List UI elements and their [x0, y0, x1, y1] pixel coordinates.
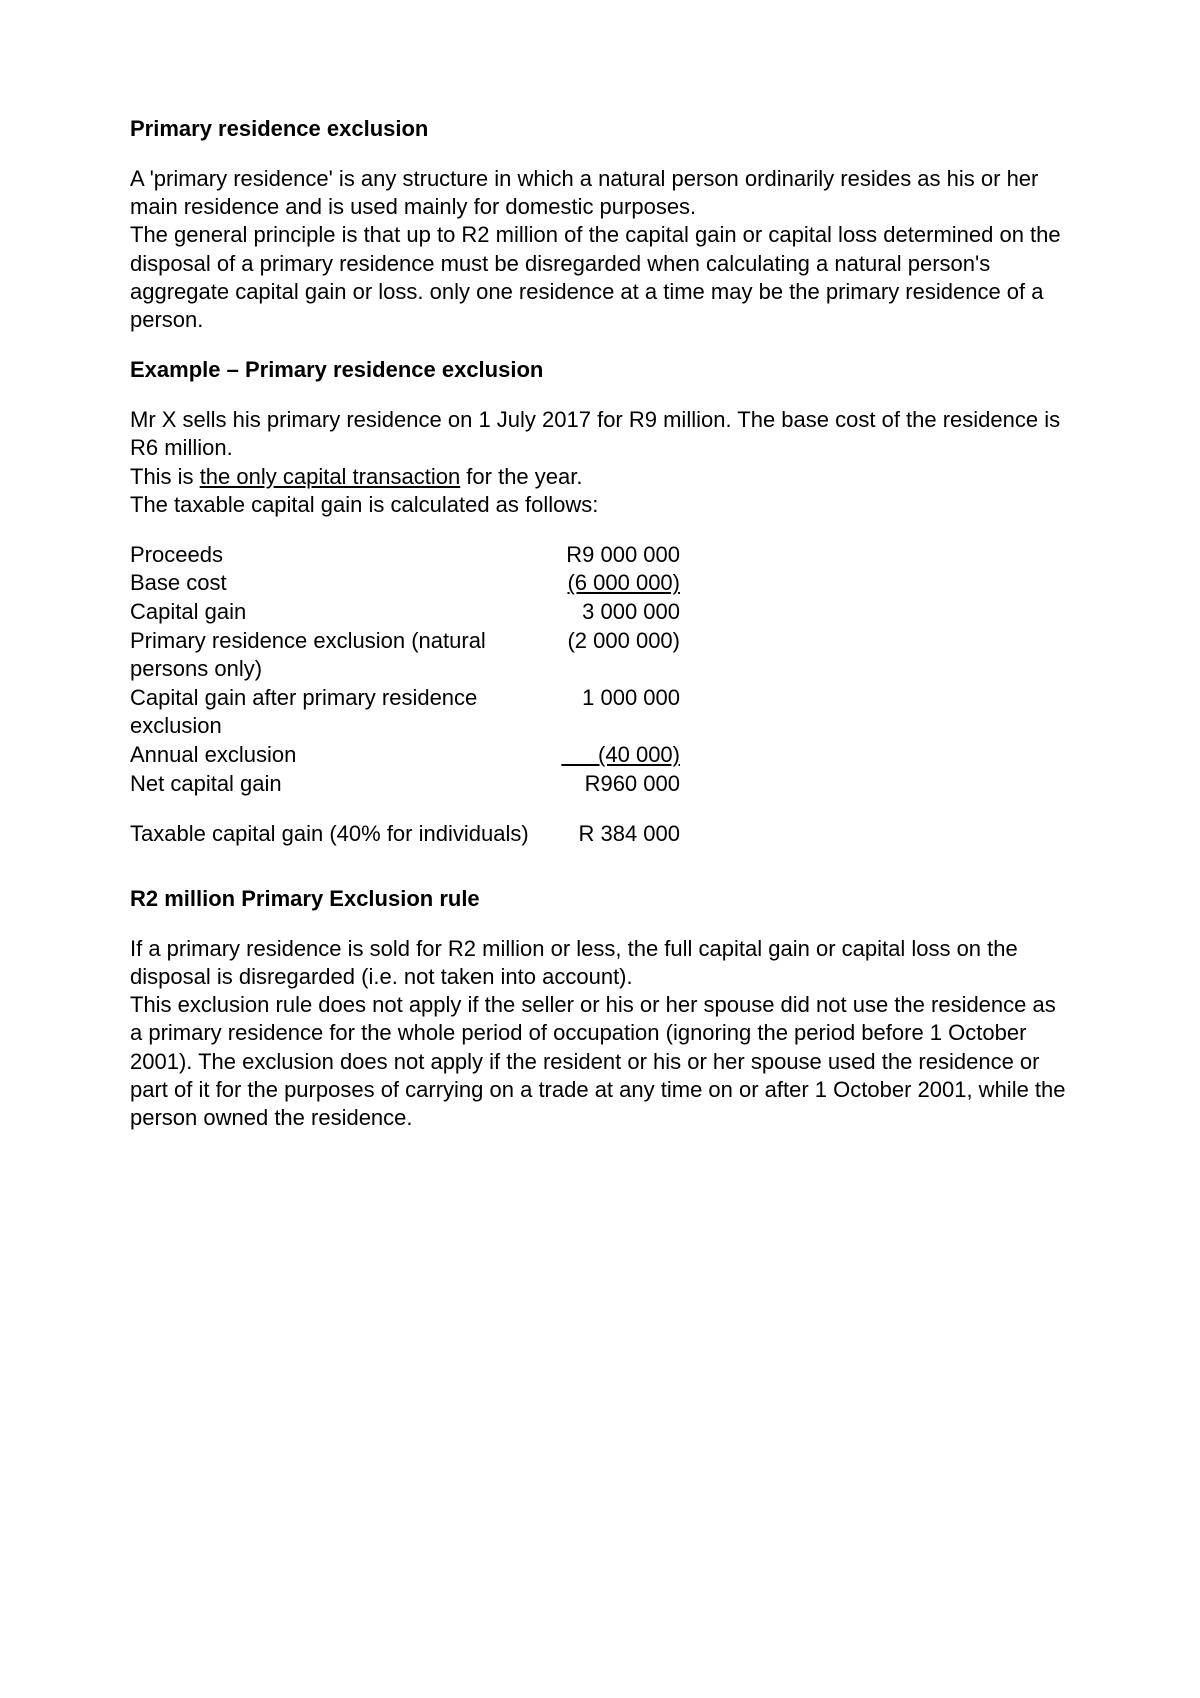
- section2-heading: Example – Primary residence exclusion: [130, 356, 1070, 384]
- calc-value: (6 000 000): [560, 569, 680, 598]
- section3-paragraph: If a primary residence is sold for R2 mi…: [130, 935, 1070, 1132]
- example-line2-pre: This is: [130, 464, 200, 489]
- table-row: Capital gain after primary residence exc…: [130, 684, 1070, 741]
- section1-paragraph: A 'primary residence' is any structure i…: [130, 165, 1070, 334]
- calc-label: Capital gain: [130, 598, 560, 627]
- calc-label: Capital gain after primary residence exc…: [130, 684, 560, 741]
- table-row: Net capital gain R960 000: [130, 770, 1070, 799]
- table-row: Annual exclusion (40 000): [130, 741, 1070, 770]
- calc-label: Net capital gain: [130, 770, 560, 799]
- table-row: Base cost (6 000 000): [130, 569, 1070, 598]
- example-line3: The taxable capital gain is calculated a…: [130, 492, 598, 517]
- table-row: Proceeds R9 000 000: [130, 541, 1070, 570]
- table-row: Capital gain 3 000 000: [130, 598, 1070, 627]
- calc-value: 3 000 000: [560, 598, 680, 627]
- example-line2-post: for the year.: [460, 464, 582, 489]
- calc-label: Base cost: [130, 569, 560, 598]
- calc-value: R9 000 000: [560, 541, 680, 570]
- example-line2-underlined: the only capital transaction: [200, 464, 461, 489]
- calc-label: Proceeds: [130, 541, 560, 570]
- section1-heading: Primary residence exclusion: [130, 115, 1070, 143]
- calc-value: (40 000): [560, 741, 680, 770]
- calc-label: Taxable capital gain (40% for individual…: [130, 820, 560, 849]
- calc-label: Annual exclusion: [130, 741, 560, 770]
- calc-value: R 384 000: [560, 820, 680, 849]
- table-row: Primary residence exclusion (natural per…: [130, 627, 1070, 684]
- example-line1: Mr X sells his primary residence on 1 Ju…: [130, 407, 1060, 460]
- calculation-table: Proceeds R9 000 000 Base cost (6 000 000…: [130, 541, 1070, 849]
- section3-heading: R2 million Primary Exclusion rule: [130, 885, 1070, 913]
- section2-paragraph: Mr X sells his primary residence on 1 Ju…: [130, 406, 1070, 519]
- calc-value: (2 000 000): [560, 627, 680, 684]
- calc-value: 1 000 000: [560, 684, 680, 741]
- calc-value: R960 000: [560, 770, 680, 799]
- calc-label: Primary residence exclusion (natural per…: [130, 627, 560, 684]
- table-row-final: Taxable capital gain (40% for individual…: [130, 820, 1070, 849]
